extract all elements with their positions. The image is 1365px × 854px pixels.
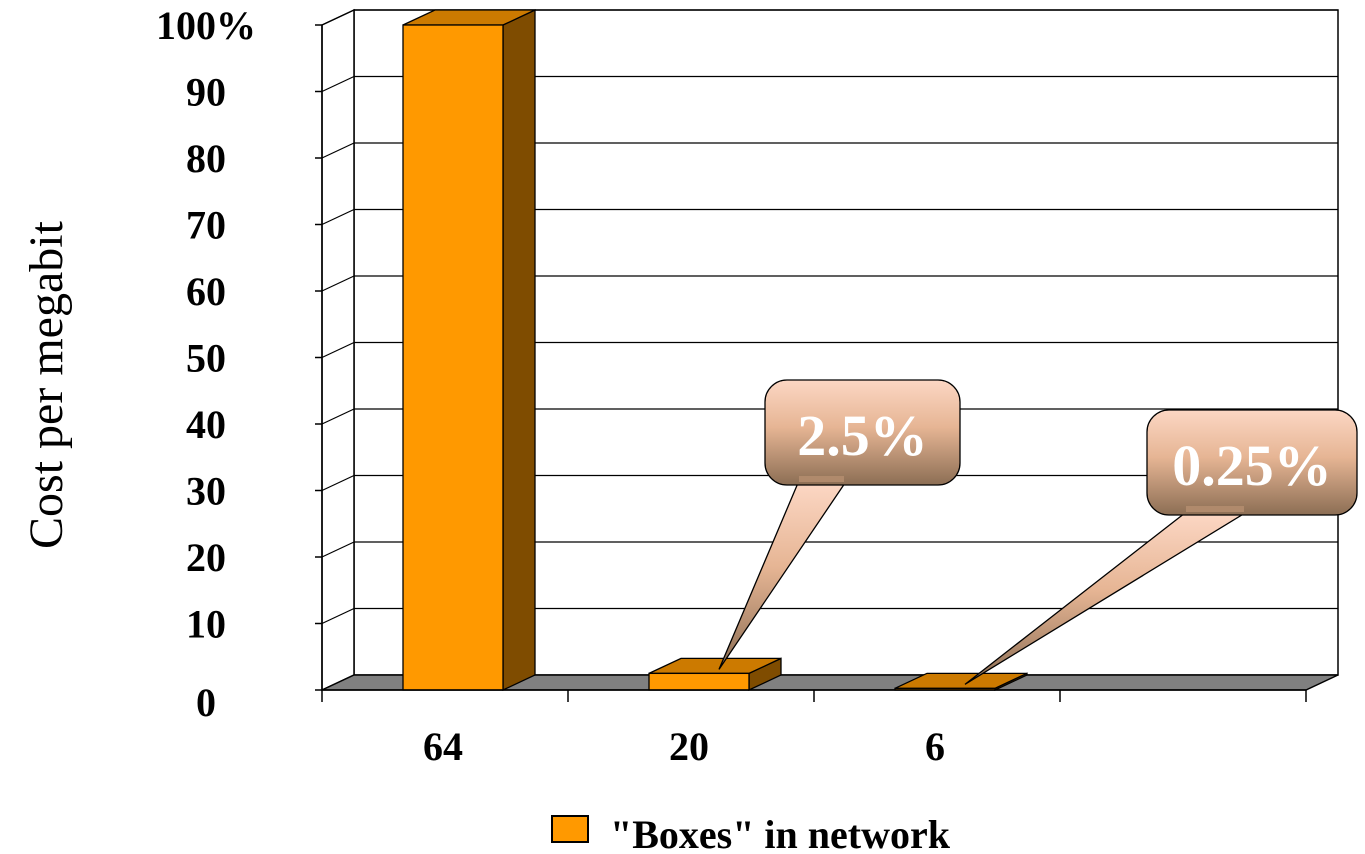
legend: "Boxes" in network [551, 812, 951, 854]
callout-box [764, 379, 961, 486]
bar-front [648, 672, 750, 691]
y-axis-ticks: 0 10 20 30 40 50 60 70 80 90 100% [156, 3, 323, 725]
gridline-side [321, 474, 355, 492]
gridline-side [321, 541, 355, 558]
y-tick-label: 90 [186, 70, 226, 115]
callout-label: 0.25% [1172, 433, 1332, 498]
callout: 2.5% [718, 379, 961, 670]
y-tick-label: 30 [186, 469, 226, 514]
gridline-side [321, 208, 355, 226]
y-axis-label: Cost per megabit [20, 220, 73, 549]
gridline-side [321, 607, 355, 625]
callouts: 2.5% 0.25% [718, 379, 1358, 685]
gridline-side [321, 341, 355, 359]
bar-front [402, 24, 504, 691]
gridline-side [321, 142, 355, 159]
y-tick-label: 70 [186, 203, 226, 248]
bar [894, 672, 1028, 692]
x-axis-ticks: 64 20 6 [321, 689, 1307, 769]
x-tick-label: 6 [925, 724, 945, 769]
legend-label: "Boxes" in network [610, 812, 951, 854]
y-tick-label: 10 [186, 602, 226, 647]
bar [402, 8, 536, 692]
x-tick-label: 20 [669, 724, 709, 769]
y-tick-label: 20 [186, 535, 226, 580]
callout: 0.25% [964, 409, 1358, 685]
y-tick-label: 40 [186, 402, 226, 447]
gridline-side [321, 408, 355, 425]
gridline-side [321, 9, 355, 26]
gridline-side [321, 275, 355, 292]
x-tick-label: 64 [423, 724, 463, 769]
y-tick-label: 60 [186, 269, 226, 314]
bar-side [502, 8, 536, 692]
bars [402, 8, 1028, 692]
y-tick-label: 50 [186, 336, 226, 381]
y-tick-label: 100% [156, 3, 256, 48]
callout-label: 2.5% [797, 403, 928, 468]
y-tick-label: 80 [186, 136, 226, 181]
legend-swatch [551, 815, 589, 843]
y-tick-label: 0 [196, 680, 216, 725]
callout-box [1146, 409, 1358, 516]
gridline-side [321, 75, 355, 93]
